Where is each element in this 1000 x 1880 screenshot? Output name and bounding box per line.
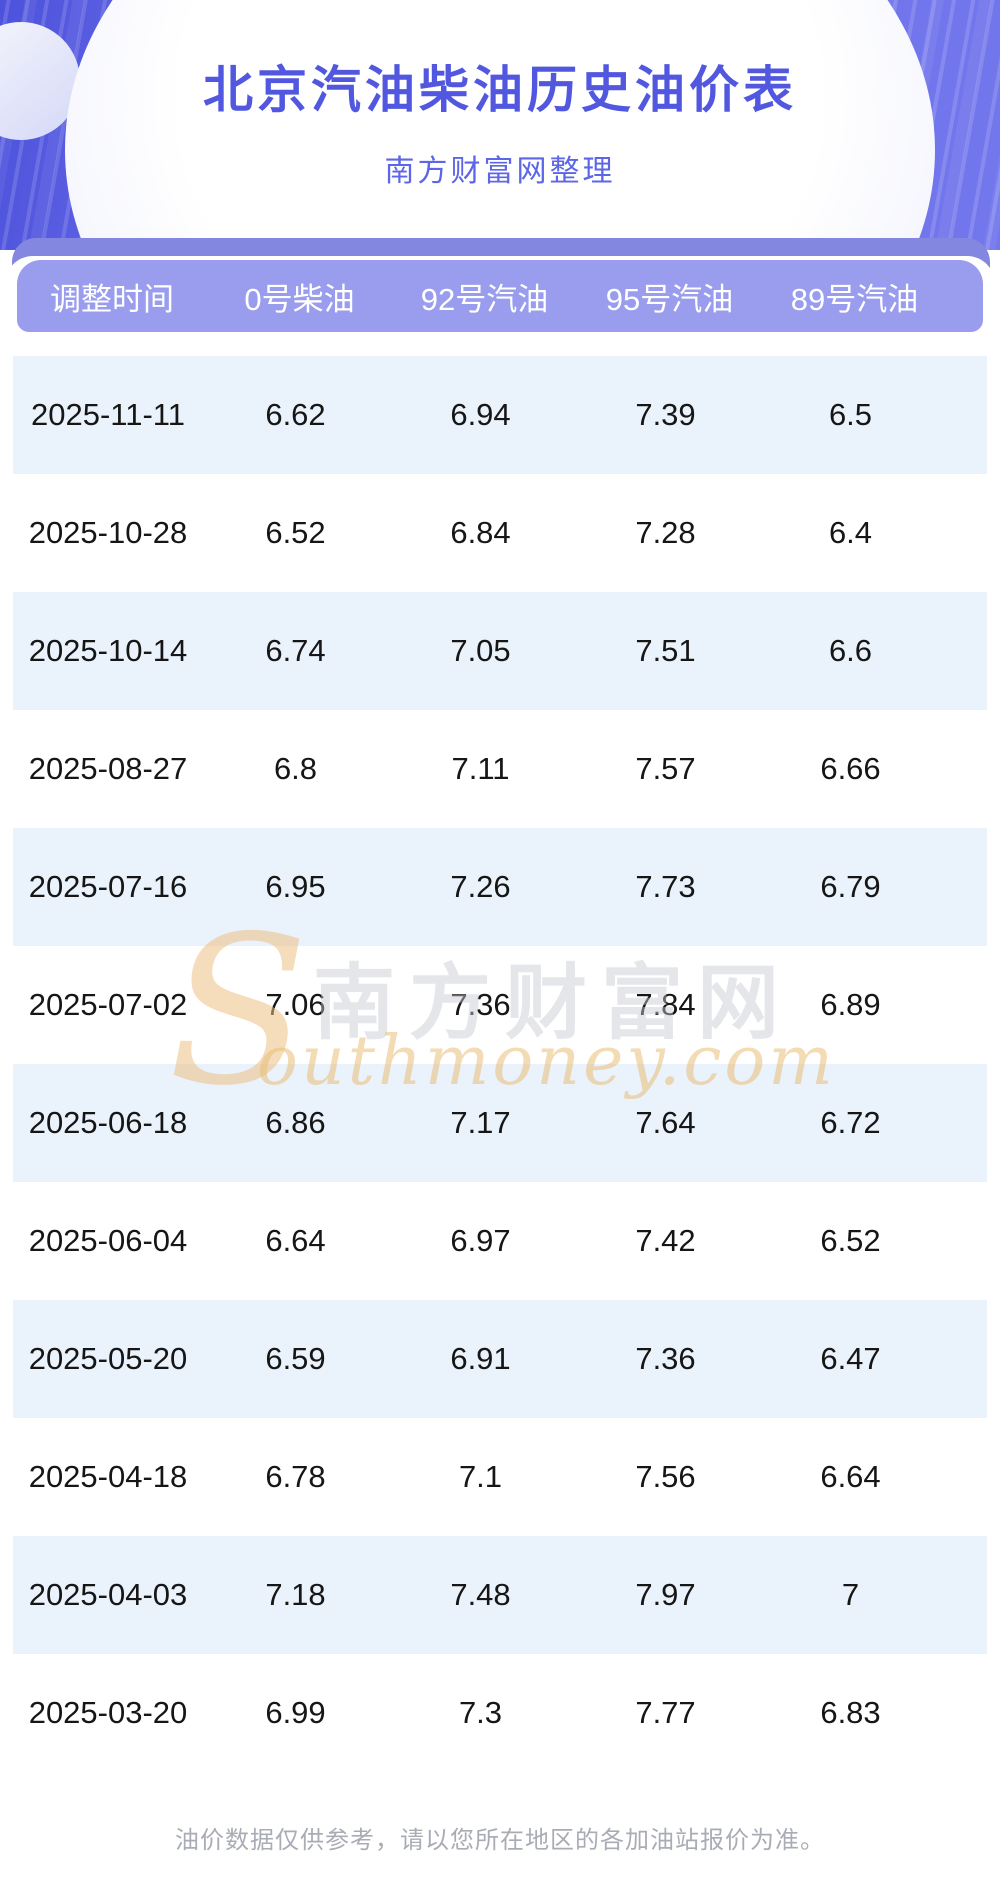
price-cell: 7.36 — [450, 987, 511, 1022]
table-row: 2025-11-11 6.62 6.94 7.39 6.5 — [13, 356, 987, 474]
table-row: 2025-06-04 6.64 6.97 7.42 6.52 — [13, 1182, 987, 1300]
header-cell: 0号柴油 — [244, 281, 355, 317]
price-cell: 6.72 — [820, 1105, 881, 1140]
price-cell: 7.73 — [635, 869, 696, 904]
table-row: 2025-07-16 6.95 7.26 7.73 6.79 — [13, 828, 987, 946]
price-cell: 7.97 — [635, 1577, 696, 1612]
price-cell: 7.51 — [635, 633, 696, 668]
price-cell: 6.83 — [820, 1695, 881, 1730]
price-cell: 6.91 — [450, 1341, 511, 1376]
page-title: 北京汽油柴油历史油价表 — [203, 62, 797, 118]
price-cell: 7 — [841, 1577, 860, 1612]
header-cell: 92号汽油 — [420, 281, 549, 317]
price-cell: 7.77 — [635, 1695, 696, 1730]
price-cell: 6.47 — [820, 1341, 881, 1376]
price-table-section: 调整时间 0号柴油 92号汽油 95号汽油 89号汽油 2025-11-11 6.62 6.… — [0, 238, 1000, 1772]
price-cell: 6.66 — [820, 751, 881, 786]
hero-text-block: 北京汽油柴油历史油价表 南方财富网整理 — [0, 0, 1000, 190]
date-cell: 2025-10-28 — [28, 515, 188, 550]
price-cell: 6.5 — [828, 397, 873, 432]
price-cell: 7.28 — [635, 515, 696, 550]
date-cell: 2025-11-11 — [31, 397, 185, 432]
table-row: 2025-06-18 6.86 7.17 7.64 6.72 — [13, 1064, 987, 1182]
date-cell: 2025-04-18 — [28, 1459, 188, 1494]
date-cell: 2025-05-20 — [28, 1341, 188, 1376]
price-cell: 6.6 — [828, 633, 873, 668]
price-cell: 7.06 — [265, 987, 326, 1022]
header-cell: 95号汽油 — [605, 281, 734, 317]
price-cell: 7.84 — [635, 987, 696, 1022]
price-cell: 7.64 — [635, 1105, 696, 1140]
date-cell: 2025-06-04 — [28, 1223, 188, 1258]
date-cell: 2025-07-02 — [28, 987, 188, 1022]
table-row: 2025-03-20 6.99 7.3 7.77 6.83 — [13, 1654, 987, 1772]
date-cell: 2025-08-27 — [28, 751, 188, 786]
price-cell: 6.4 — [828, 515, 873, 550]
price-cell: 6.8 — [273, 751, 318, 786]
price-cell: 7.17 — [450, 1105, 511, 1140]
header-cell: 89号汽油 — [790, 281, 919, 317]
price-cell: 6.97 — [450, 1223, 511, 1258]
price-cell: 6.78 — [265, 1459, 326, 1494]
price-cell: 7.57 — [635, 751, 696, 786]
table-row: 2025-08-27 6.8 7.11 7.57 6.66 — [13, 710, 987, 828]
page-subtitle: 南方财富网整理 — [384, 155, 616, 188]
price-cell: 6.95 — [265, 869, 326, 904]
price-cell: 7.48 — [450, 1577, 511, 1612]
price-cell: 7.05 — [450, 633, 511, 668]
price-cell: 6.84 — [450, 515, 511, 550]
price-cell: 6.86 — [265, 1105, 326, 1140]
price-cell: 7.3 — [458, 1695, 503, 1730]
price-cell: 6.52 — [820, 1223, 881, 1258]
table-row: 2025-10-14 6.74 7.05 7.51 6.6 — [13, 592, 987, 710]
price-cell: 6.59 — [265, 1341, 326, 1376]
price-cell: 6.74 — [265, 633, 326, 668]
price-cell: 7.56 — [635, 1459, 696, 1494]
price-cell: 7.39 — [635, 397, 696, 432]
table-header-row: 调整时间 0号柴油 92号汽油 95号汽油 89号汽油 — [17, 260, 983, 332]
table-row: 2025-04-18 6.78 7.1 7.56 6.64 — [13, 1418, 987, 1536]
price-cell: 6.64 — [820, 1459, 881, 1494]
price-cell: 6.99 — [265, 1695, 326, 1730]
price-cell: 6.94 — [450, 397, 511, 432]
hero-banner: 北京汽油柴油历史油价表 南方财富网整理 — [0, 0, 1000, 250]
date-cell: 2025-06-18 — [28, 1105, 188, 1140]
header-cell: 调整时间 — [50, 281, 174, 317]
table-body: 2025-11-11 6.62 6.94 7.39 6.5 2025-10-28 6.52 6… — [13, 356, 987, 1772]
date-cell: 2025-04-03 — [28, 1577, 188, 1612]
price-cell: 7.36 — [635, 1341, 696, 1376]
table-row: 2025-04-03 7.18 7.48 7.97 7 — [13, 1536, 987, 1654]
price-cell: 6.62 — [265, 397, 326, 432]
table-row: 2025-07-02 7.06 7.36 7.84 6.89 — [13, 946, 987, 1064]
table-row: 2025-05-20 6.59 6.91 7.36 6.47 — [13, 1300, 987, 1418]
price-cell: 6.64 — [265, 1223, 326, 1258]
price-cell: 6.52 — [265, 515, 326, 550]
disclaimer-text: 油价数据仅供参考，请以您所在地区的各加油站报价为准。 — [175, 1827, 825, 1854]
date-cell: 2025-07-16 — [28, 869, 188, 904]
date-cell: 2025-03-20 — [28, 1695, 188, 1730]
price-cell: 7.18 — [265, 1577, 326, 1612]
table-row: 2025-10-28 6.52 6.84 7.28 6.4 — [13, 474, 987, 592]
price-cell: 7.42 — [635, 1223, 696, 1258]
price-cell: 7.1 — [458, 1459, 503, 1494]
price-cell: 6.89 — [820, 987, 881, 1022]
ellipse-backdrop — [65, 0, 935, 250]
price-cell: 6.79 — [820, 869, 881, 904]
price-cell: 7.11 — [451, 751, 510, 786]
table-card: 调整时间 0号柴油 92号汽油 95号汽油 89号汽油 2025-11-11 6.62 6.… — [5, 256, 995, 1772]
price-cell: 7.26 — [450, 869, 511, 904]
date-cell: 2025-10-14 — [28, 633, 188, 668]
